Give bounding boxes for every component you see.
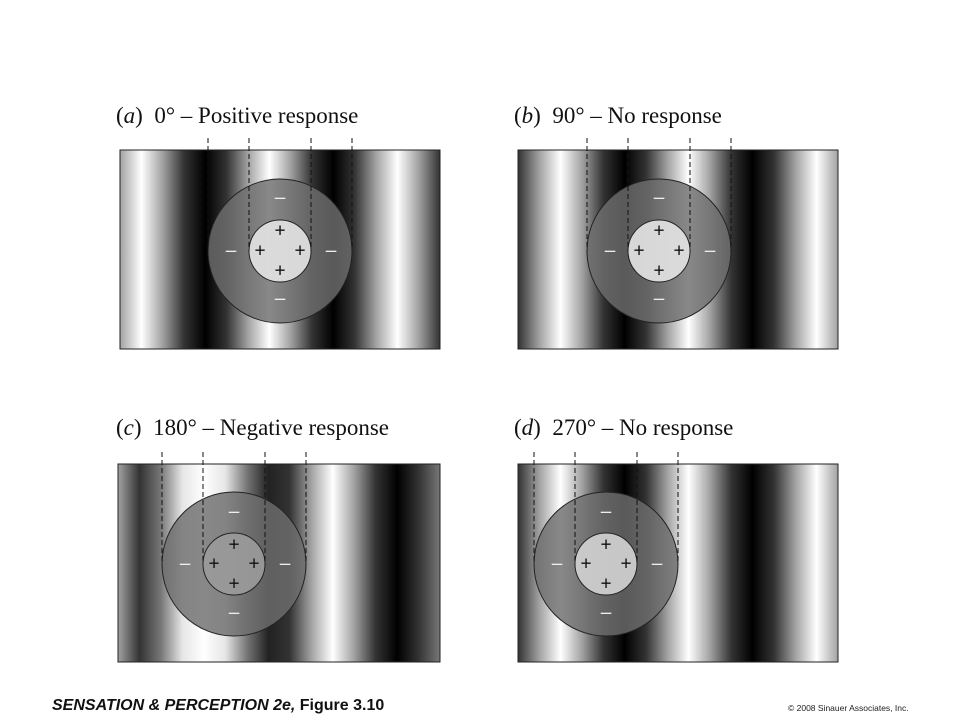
panel-b-surround-left-sign: – <box>605 241 616 262</box>
panel-a-surround-left-sign: – <box>226 241 237 262</box>
panel-a-surround-top-sign: – <box>275 188 286 209</box>
panel-d-center-left-sign: + <box>580 554 591 575</box>
panel-b-letter: b <box>521 103 534 128</box>
panel-a-center-top-sign: + <box>274 221 285 242</box>
panel-d-surround-left-sign: – <box>552 554 563 575</box>
panel-b-caption: 90° – No response <box>552 103 722 128</box>
panel-d-center <box>574 532 638 596</box>
panel-d-center-bottom-sign: + <box>600 574 611 595</box>
panel-a-surround-bottom-sign: – <box>275 289 286 310</box>
panel-c-surround-right-sign: – <box>280 554 291 575</box>
panel-c <box>117 452 441 663</box>
panel-a-caption: 0° – Positive response <box>154 103 359 128</box>
panel-a-letter: a <box>123 103 136 128</box>
panel-a-center-bottom-sign: + <box>274 261 285 282</box>
panel-b-center-top-sign: + <box>653 221 664 242</box>
panel-a <box>119 138 441 350</box>
panel-c-title: (c) 180° – Negative response <box>116 415 390 440</box>
panel-b-title: (b) 90° – No response <box>514 103 722 128</box>
panel-d-surround-bottom-sign: – <box>601 603 612 624</box>
panel-b-center-bottom-sign: + <box>653 261 664 282</box>
panel-b-surround-right-sign: – <box>705 241 716 262</box>
panel-c-center-top-sign: + <box>228 535 239 556</box>
panel-c-center <box>202 532 266 596</box>
footer-figure-number: Figure 3.10 <box>299 697 385 714</box>
panel-d-title: (d) 270° – No response <box>514 415 734 440</box>
panel-a-title: (a) 0° – Positive response <box>116 103 359 128</box>
panel-c-caption: 180° – Negative response <box>153 415 390 440</box>
panel-d-surround-top-sign: – <box>601 502 612 523</box>
panel-b-surround-bottom-sign: – <box>654 289 665 310</box>
panel-a-surround-right-sign: – <box>326 241 337 262</box>
panel-c-center-bottom-sign: + <box>228 574 239 595</box>
panel-d-caption: 270° – No response <box>552 415 734 440</box>
panel-b-surround-top-sign: – <box>654 188 665 209</box>
panel-b-center-right-sign: + <box>673 241 684 262</box>
panel-c-surround-top-sign: – <box>229 502 240 523</box>
footer-citation: SENSATION & PERCEPTION 2e, Figure 3.10 <box>52 697 384 715</box>
panel-d-surround-right-sign: – <box>652 554 663 575</box>
panel-c-surround-left-sign: – <box>180 554 191 575</box>
panel-c-center-right-sign: + <box>248 554 259 575</box>
panel-c-letter: c <box>123 415 134 440</box>
panel-a-center-left-sign: + <box>254 241 265 262</box>
panel-c-surround-bottom-sign: – <box>229 603 240 624</box>
panel-b <box>517 138 839 350</box>
panel-d-center-right-sign: + <box>620 554 631 575</box>
panel-d-letter: d <box>521 415 534 440</box>
footer-book-title: SENSATION & PERCEPTION 2e, <box>52 697 296 714</box>
panel-d-center-top-sign: + <box>600 535 611 556</box>
footer-copyright: © 2008 Sinauer Associates, Inc. <box>788 703 909 713</box>
panel-d <box>517 452 839 663</box>
panel-c-center-left-sign: + <box>208 554 219 575</box>
panel-a-center-right-sign: + <box>294 241 305 262</box>
panel-b-center-left-sign: + <box>633 241 644 262</box>
